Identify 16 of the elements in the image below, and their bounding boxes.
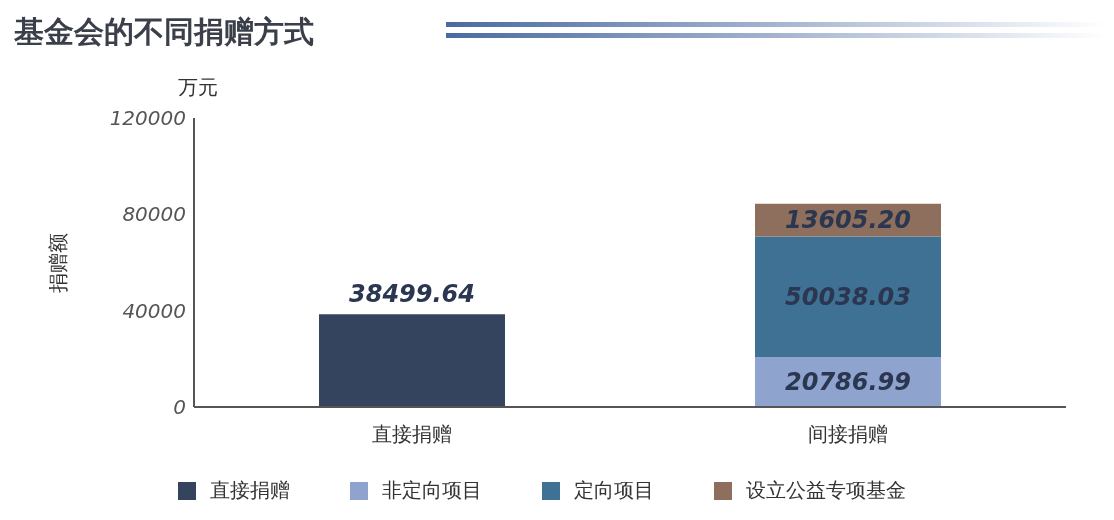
y-tick-label: 40000 bbox=[122, 298, 186, 323]
y-axis-title: 捐赠额 bbox=[46, 232, 71, 293]
legend-label: 设立公益专项基金 bbox=[745, 477, 906, 504]
data-label: 20786.99 bbox=[784, 367, 912, 396]
x-tick-label: 间接捐赠 bbox=[808, 422, 888, 447]
chart-title: 基金会的不同捐赠方式 bbox=[14, 13, 314, 51]
data-label: 13605.20 bbox=[784, 206, 912, 235]
text: 万元 bbox=[178, 74, 218, 101]
y-tick-label: 80000 bbox=[122, 202, 186, 227]
y-tick-label: 120000 bbox=[109, 106, 186, 131]
legend-label: 定向项目 bbox=[573, 477, 654, 504]
y-tick-label: 0 bbox=[173, 395, 186, 420]
data-label: 50038.03 bbox=[784, 282, 912, 311]
legend-label: 非定向项目 bbox=[381, 477, 482, 504]
legend-label: 直接捐赠 bbox=[209, 477, 290, 504]
data-label: 38499.64 bbox=[348, 280, 476, 309]
